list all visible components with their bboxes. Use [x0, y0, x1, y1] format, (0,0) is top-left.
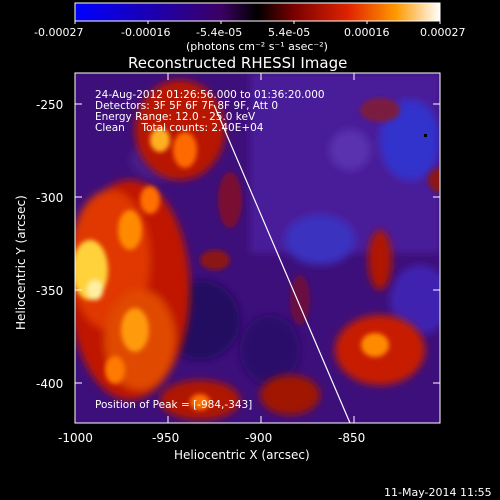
colorbar-tick-label: -0.00027	[34, 26, 83, 39]
colorbar-tick-label: -5.4e-05	[196, 26, 242, 39]
peak-position: Position of Peak = [-984,-343]	[95, 399, 252, 411]
y-tick-label: -250	[36, 98, 63, 112]
colorbar-units-label: (photons cm⁻² s⁻¹ asec⁻²)	[186, 40, 328, 53]
image-title: Reconstructed RHESSI Image	[128, 54, 347, 72]
info-detectors: Detectors: 3F 5F 6F 7F 8F 9F, Att 0	[95, 100, 278, 112]
colorbar-tick-label: -0.00016	[121, 26, 170, 39]
x-tick-label: -950	[152, 431, 179, 445]
info-time-range: 24-Aug-2012 01:26:56.000 to 01:36:20.000	[95, 89, 325, 101]
x-axis	[74, 73, 355, 423]
y-tick-label: -400	[36, 377, 63, 391]
plot-frame	[74, 72, 441, 424]
colorbar-tick-label: 0.00016	[344, 26, 390, 39]
footer-timestamp: 11-May-2014 11:55	[384, 486, 492, 499]
y-axis	[75, 103, 440, 384]
colorbar-gradient	[74, 2, 441, 22]
x-tick-label: -900	[245, 431, 272, 445]
colorbar-tick-label: 5.4e-05	[268, 26, 310, 39]
y-tick-label: -350	[36, 284, 63, 298]
info-energy-range: Energy Range: 12.0 - 25.0 keV	[95, 111, 256, 123]
y-axis-label: Heliocentric Y (arcsec)	[14, 195, 28, 330]
x-tick-label: -850	[338, 431, 365, 445]
info-algorithm: Clean Total counts: 2.40E+04	[95, 122, 264, 134]
x-axis-label: Heliocentric X (arcsec)	[174, 448, 310, 462]
colorbar-tick-label: 0.00027	[420, 26, 466, 39]
y-tick-label: -300	[36, 191, 63, 205]
colorbar: -0.00027 -0.00016 -5.4e-05 5.4e-05 0.000…	[34, 2, 466, 53]
solar-limb-line	[213, 104, 351, 423]
x-tick-label: -1000	[58, 431, 93, 445]
info-block: 24-Aug-2012 01:26:56.000 to 01:36:20.000…	[95, 89, 325, 411]
peak-marker	[424, 134, 427, 137]
reconstructed-image	[75, 73, 440, 423]
